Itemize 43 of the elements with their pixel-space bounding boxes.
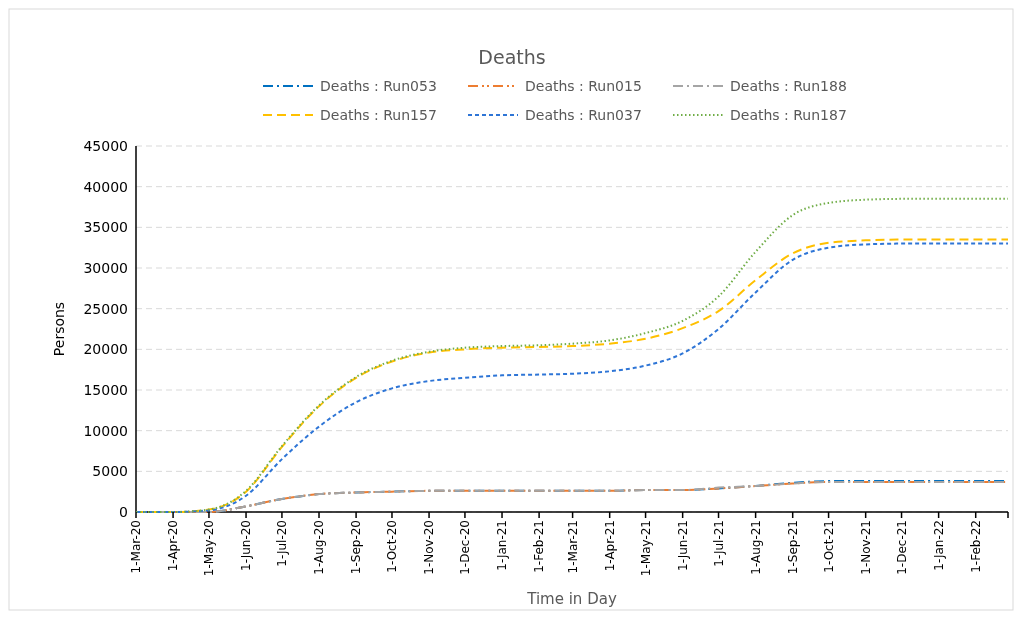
y-tick-label: 5000: [92, 463, 128, 480]
x-tick-label: 1-Apr-21: [602, 520, 617, 572]
x-tick-label: 1-Jun-20: [239, 520, 254, 571]
x-tick-label: 1-May-21: [638, 520, 653, 577]
x-tick-label: 1-Jan-21: [495, 520, 510, 571]
x-tick-label: 1-Jul-21: [711, 520, 726, 567]
legend-label: Deaths : Run187: [730, 106, 847, 123]
x-tick-label: 1-Nov-21: [858, 520, 873, 575]
x-tick-label: 1-Jun-21: [675, 520, 690, 571]
y-tick-label: 40000: [83, 178, 128, 195]
y-tick-label: 30000: [83, 259, 128, 276]
x-tick-label: 1-May-20: [202, 520, 217, 577]
legend-label: Deaths : Run015: [525, 77, 642, 94]
x-tick-label: 1-Feb-22: [968, 520, 983, 573]
x-tick-label: 1-Feb-21: [532, 520, 547, 573]
legend-label: Deaths : Run157: [320, 106, 437, 123]
x-tick-label: 1-Dec-21: [894, 520, 909, 575]
x-axis-title: Time in Day: [526, 590, 617, 608]
y-tick-label: 45000: [83, 137, 128, 154]
y-tick-label: 25000: [83, 300, 128, 317]
x-tick-label: 1-Jan-22: [931, 520, 946, 571]
x-tick-label: 1-Aug-21: [748, 520, 763, 575]
y-tick-label: 10000: [83, 422, 128, 439]
x-tick-label: 1-Nov-20: [422, 520, 437, 575]
x-tick-label: 1-Mar-21: [565, 520, 580, 574]
y-tick-label: 20000: [83, 341, 128, 358]
x-tick-label: 1-Dec-20: [458, 520, 473, 575]
x-tick-label: 1-Sep-21: [785, 520, 800, 575]
x-tick-label: 1-Aug-20: [312, 520, 327, 575]
x-tick-label: 1-Apr-20: [166, 520, 181, 572]
y-tick-label: 0: [119, 503, 128, 520]
legend-label: Deaths : Run053: [320, 77, 437, 94]
y-axis-title: Persons: [51, 301, 67, 357]
x-tick-label: 1-Oct-21: [821, 520, 836, 573]
chart-title: Deaths: [478, 46, 546, 68]
legend-label: Deaths : Run037: [525, 106, 642, 123]
x-tick-label: 1-Mar-20: [129, 520, 144, 574]
y-tick-label: 35000: [83, 219, 128, 236]
y-tick-label: 15000: [83, 381, 128, 398]
x-tick-label: 1-Sep-20: [349, 520, 364, 575]
x-tick-label: 1-Oct-20: [385, 520, 400, 573]
legend-label: Deaths : Run188: [730, 77, 847, 94]
x-tick-label: 1-Jul-20: [275, 520, 290, 567]
